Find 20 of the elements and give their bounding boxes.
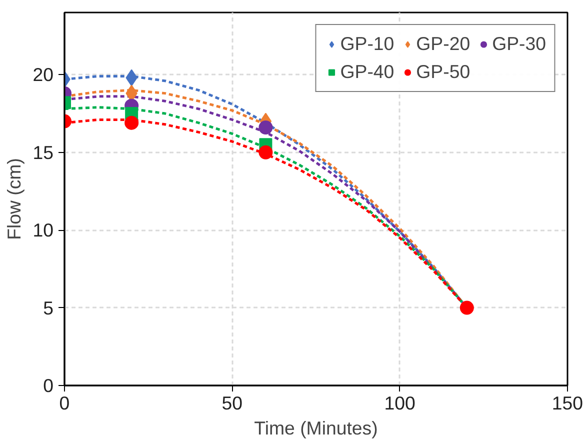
point <box>124 116 139 130</box>
y-tick-label: 5 <box>43 297 54 318</box>
legend-label: GP-10 <box>340 33 394 55</box>
x-tick-label: 100 <box>384 392 416 414</box>
point <box>258 120 273 134</box>
y-axis-title: Flow (cm) <box>4 158 25 240</box>
legend-label: GP-20 <box>416 33 470 55</box>
x-tick-label: 0 <box>59 392 70 414</box>
y-tick-label: 0 <box>43 375 54 396</box>
x-tick-label: 50 <box>222 392 243 414</box>
legend-label: GP-50 <box>416 61 470 83</box>
y-tick-label: 10 <box>32 220 54 241</box>
x-axis-title: Time (Minutes) <box>254 418 378 438</box>
x-tick-label: 150 <box>552 392 584 414</box>
legend-label: GP-40 <box>340 61 394 83</box>
y-tick-label: 20 <box>32 64 54 86</box>
legend-label: GP-30 <box>492 33 546 55</box>
point <box>258 145 273 160</box>
point <box>460 300 474 315</box>
y-tick-label: 15 <box>32 142 54 163</box>
